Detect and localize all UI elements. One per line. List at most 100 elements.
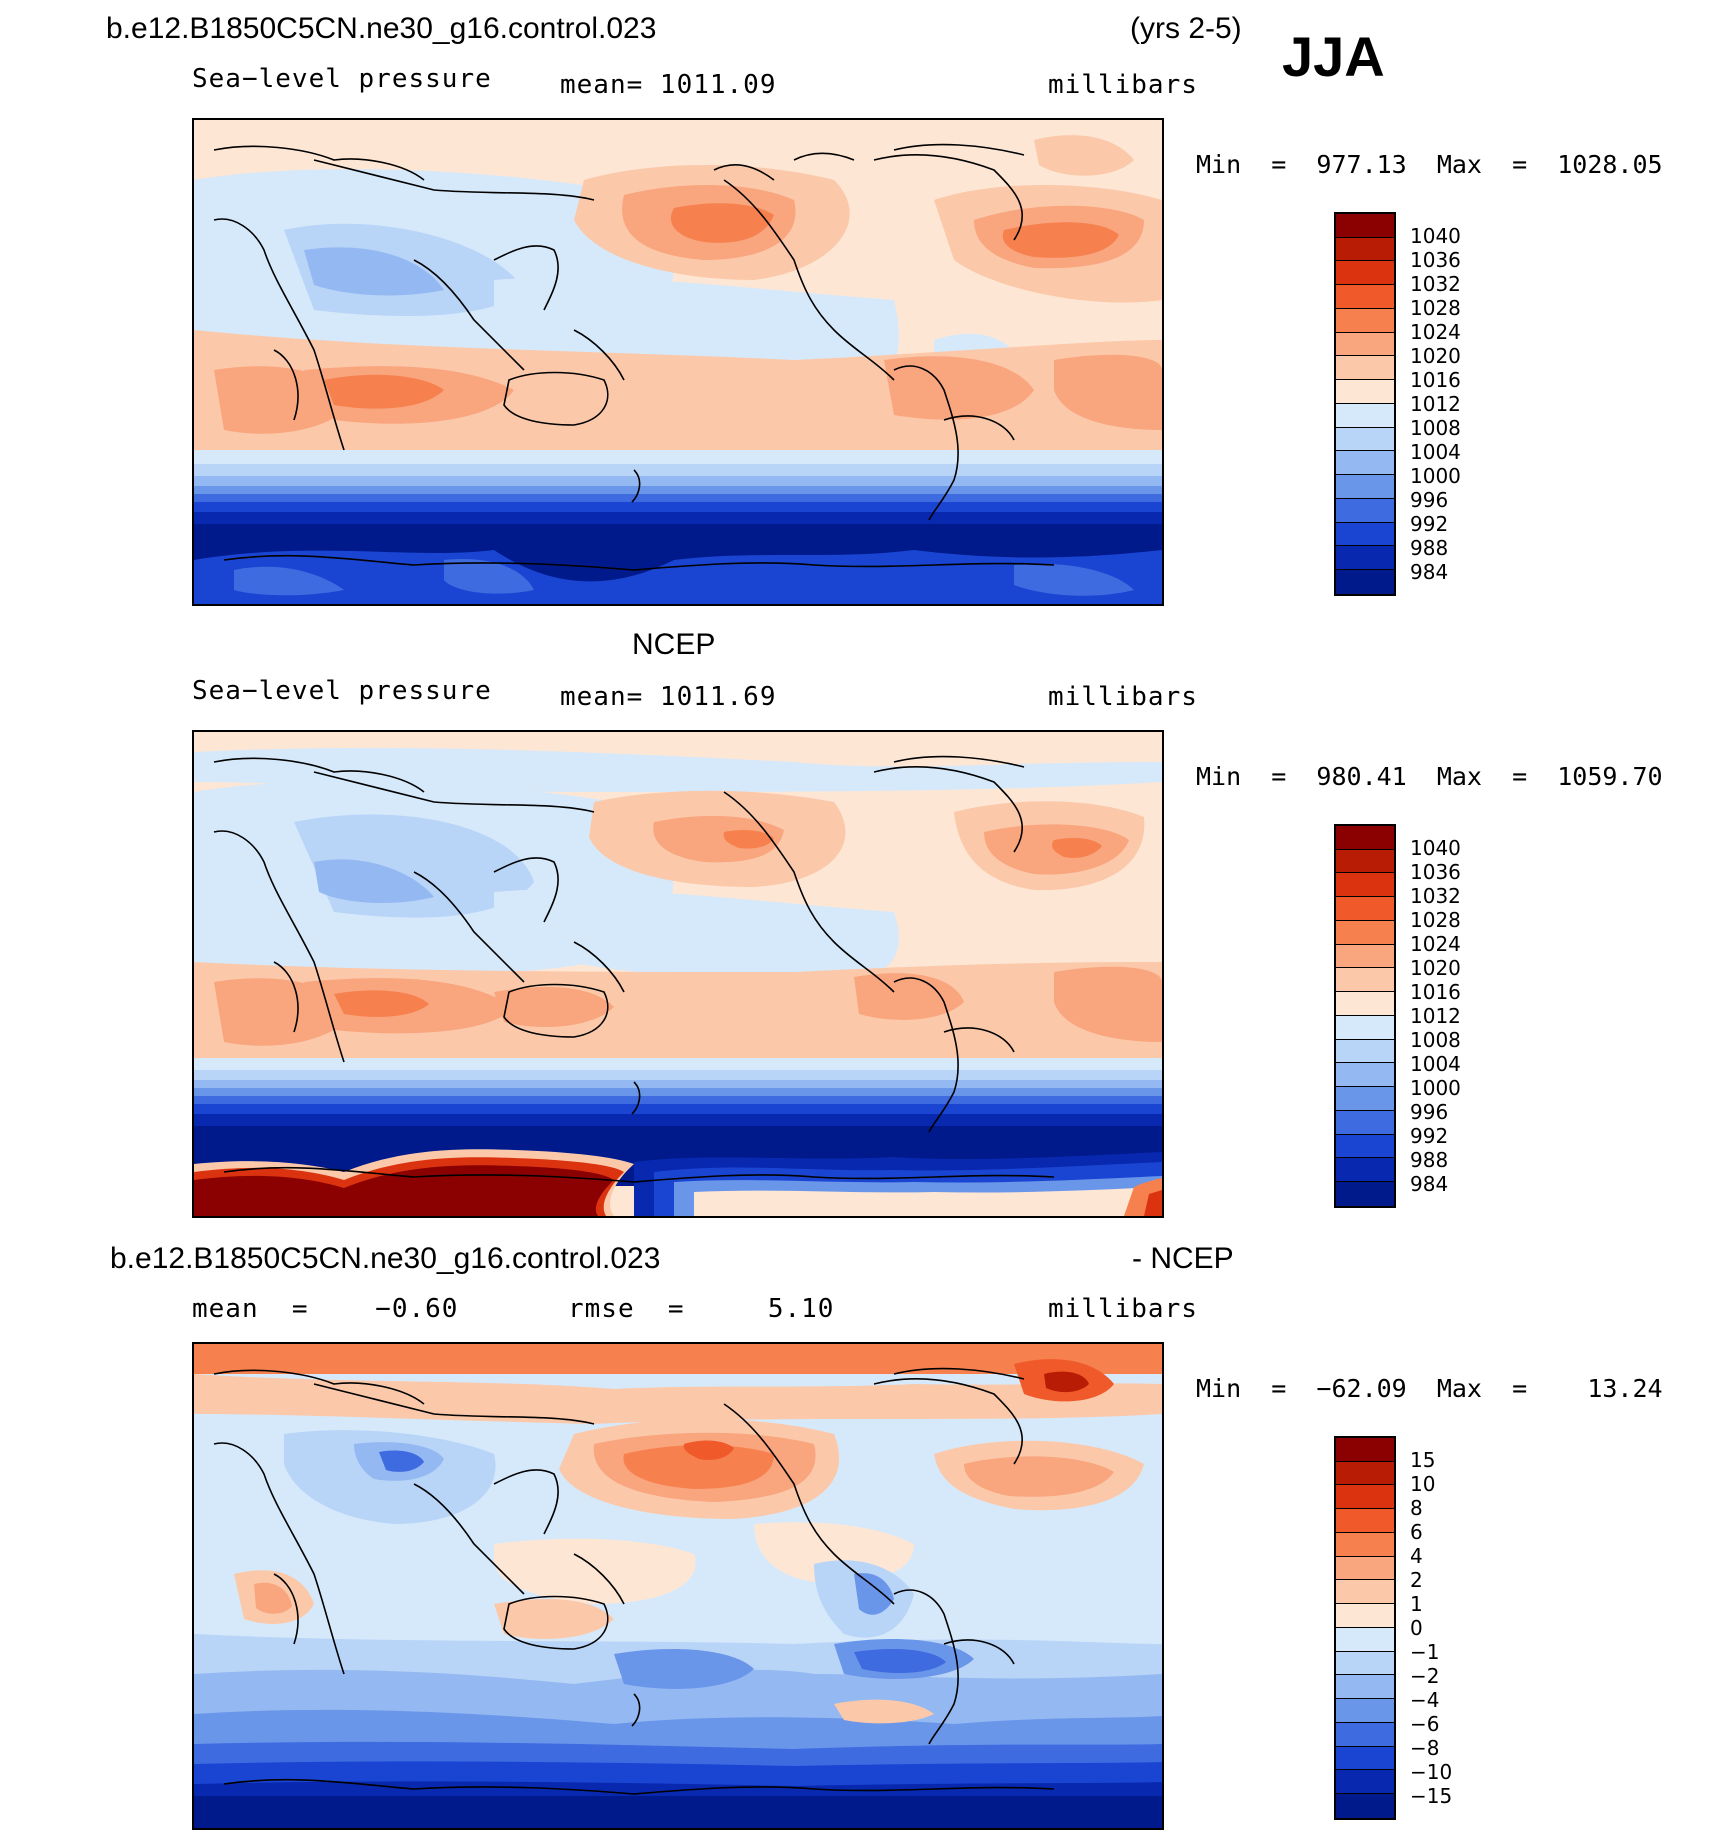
panel1-variable: Sea−level pressure [192, 64, 492, 94]
colorbar-label: 1040 [1410, 224, 1461, 248]
colorbar-swatch [1336, 285, 1394, 309]
colorbar-swatch [1336, 1746, 1394, 1771]
colorbar-swatch [1336, 237, 1394, 262]
colorbar-label: 1000 [1410, 464, 1461, 488]
colorbar-label: −15 [1410, 1784, 1453, 1808]
panel3-title-left: b.e12.B1850C5CN.ne30_g16.control.023 [110, 1242, 661, 1275]
colorbar-label: 996 [1410, 488, 1449, 512]
case-title: b.e12.B1850C5CN.ne30_g16.control.023 [106, 12, 657, 45]
colorbar-label: 988 [1410, 1148, 1449, 1172]
colorbar-swatch [1336, 1182, 1394, 1206]
colorbar-label: 1036 [1410, 248, 1461, 272]
colorbar-label: 4 [1410, 1544, 1423, 1568]
colorbar-label: 992 [1410, 512, 1449, 536]
colorbar-label: 1032 [1410, 884, 1461, 908]
model-slp-map [192, 118, 1164, 606]
colorbar-swatch [1336, 1087, 1394, 1111]
panel2-minmax: Min = 980.41 Max = 1059.70 [1196, 762, 1663, 791]
colorbar-swatch [1336, 498, 1394, 523]
colorbar-swatch [1336, 214, 1394, 238]
panel3-title-right: - NCEP [1132, 1242, 1234, 1275]
colorbar-swatch [1336, 1770, 1394, 1795]
colorbar-label: 15 [1410, 1448, 1436, 1472]
colorbar-label: 1028 [1410, 908, 1461, 932]
colorbar-swatch [1336, 1110, 1394, 1135]
colorbar-swatch [1336, 920, 1394, 945]
colorbar-label: 1012 [1410, 392, 1461, 416]
panel1-minmax: Min = 977.13 Max = 1028.05 [1196, 150, 1663, 179]
colorbar-swatch [1336, 308, 1394, 333]
colorbar-swatch [1336, 570, 1394, 594]
colorbar-label: 1016 [1410, 368, 1461, 392]
colorbar-label: 1032 [1410, 272, 1461, 296]
colorbar-label: −2 [1410, 1664, 1440, 1688]
panel3-minmax: Min = −62.09 Max = 13.24 [1196, 1374, 1663, 1403]
colorbar-label: 1040 [1410, 836, 1461, 860]
colorbar-swatch [1336, 332, 1394, 357]
panel1-colorbar [1334, 212, 1396, 596]
panel2-units: millibars [1048, 682, 1198, 712]
colorbar-label: 1028 [1410, 296, 1461, 320]
panel1-colorbar-labels: 1040 1036 1032 1028 1024 1020 1016 1012 1008 1004… [1410, 212, 1530, 596]
panel1-units: millibars [1048, 70, 1198, 100]
panel3-colorbar [1334, 1436, 1396, 1820]
colorbar-swatch [1336, 1722, 1394, 1747]
colorbar-swatch [1336, 522, 1394, 547]
colorbar-label: 1012 [1410, 1004, 1461, 1028]
colorbar-label: 2 [1410, 1568, 1423, 1592]
panel2-colorbar-labels: 1040 1036 1032 1028 1024 1020 1016 1012 1008 1004… [1410, 824, 1530, 1208]
colorbar-label: 1004 [1410, 1052, 1461, 1076]
colorbar-swatch [1336, 1794, 1394, 1818]
colorbar-swatch [1336, 1485, 1394, 1510]
colorbar-swatch [1336, 992, 1394, 1016]
panel2-mean: mean= 1011.69 [560, 682, 777, 712]
panel2-colorbar [1334, 824, 1396, 1208]
colorbar-swatch [1336, 826, 1394, 850]
colorbar-swatch [1336, 1063, 1394, 1088]
colorbar-label: 1024 [1410, 932, 1461, 956]
difference-map [192, 1342, 1164, 1830]
colorbar-swatch [1336, 403, 1394, 428]
colorbar-label: 1 [1410, 1592, 1423, 1616]
colorbar-swatch [1336, 1627, 1394, 1652]
colorbar-label: 8 [1410, 1496, 1423, 1520]
colorbar-label: −4 [1410, 1688, 1440, 1712]
colorbar-label: 1000 [1410, 1076, 1461, 1100]
colorbar-swatch [1336, 1675, 1394, 1700]
colorbar-swatch [1336, 1461, 1394, 1486]
colorbar-swatch [1336, 380, 1394, 404]
colorbar-label: −6 [1410, 1712, 1440, 1736]
panel3-colorbar-labels: 15 10 8 6 4 2 1 0 −1 −2 −4 −6 −8 −10 −15 [1410, 1436, 1530, 1820]
colorbar-label: 6 [1410, 1520, 1423, 1544]
colorbar-label: 992 [1410, 1124, 1449, 1148]
colorbar-swatch [1336, 1039, 1394, 1064]
colorbar-label: 1008 [1410, 416, 1461, 440]
colorbar-swatch [1336, 427, 1394, 452]
colorbar-swatch [1336, 944, 1394, 969]
colorbar-swatch [1336, 1532, 1394, 1557]
colorbar-swatch [1336, 1604, 1394, 1628]
colorbar-swatch [1336, 1556, 1394, 1581]
colorbar-swatch [1336, 1699, 1394, 1723]
colorbar-swatch [1336, 1651, 1394, 1676]
colorbar-swatch [1336, 897, 1394, 921]
colorbar-label: −8 [1410, 1736, 1440, 1760]
ncep-slp-map [192, 730, 1164, 1218]
colorbar-swatch [1336, 356, 1394, 381]
panel2-title: NCEP [632, 628, 716, 661]
colorbar-swatch [1336, 546, 1394, 571]
season-label: JJA [1282, 25, 1385, 88]
colorbar-swatch [1336, 873, 1394, 898]
colorbar-label: 1036 [1410, 860, 1461, 884]
panel3-rmse: rmse = 5.10 [568, 1294, 835, 1324]
colorbar-swatch [1336, 1015, 1394, 1040]
colorbar-label: 1024 [1410, 320, 1461, 344]
colorbar-label: −10 [1410, 1760, 1453, 1784]
colorbar-label: 984 [1410, 1172, 1449, 1196]
panel3-units: millibars [1048, 1294, 1198, 1324]
colorbar-label: 996 [1410, 1100, 1449, 1124]
panel1-mean: mean= 1011.09 [560, 70, 777, 100]
colorbar-swatch [1336, 451, 1394, 476]
colorbar-swatch [1336, 261, 1394, 286]
colorbar-label: 1020 [1410, 344, 1461, 368]
